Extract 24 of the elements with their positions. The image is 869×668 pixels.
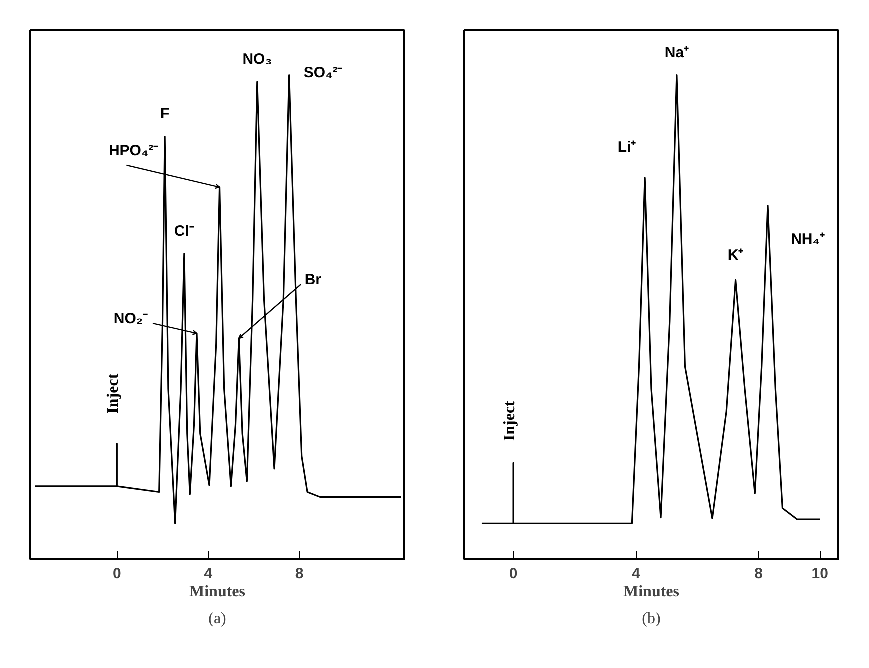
x-tick-label: 4 xyxy=(204,566,214,582)
x-tick-label: 8 xyxy=(295,566,304,582)
x-axis-title: Minutes xyxy=(624,584,680,600)
x-tick-label: 0 xyxy=(509,566,518,582)
x-tick-label: 10 xyxy=(812,566,828,582)
annotation: Na⁺ xyxy=(664,44,690,62)
annotation: F xyxy=(160,106,170,123)
text: (a) xyxy=(208,610,226,628)
annotation: Inject xyxy=(502,400,519,442)
x-axis-title: Minutes xyxy=(190,584,246,600)
annotation: HPO₄²⁻ xyxy=(108,142,159,160)
annotation: Li⁺ xyxy=(618,138,636,156)
annotation: NO₃ xyxy=(242,51,272,68)
text: (b) xyxy=(642,610,661,628)
annotation: SO₄²⁻ xyxy=(304,64,343,82)
annotation: Cl⁻ xyxy=(174,222,194,240)
annotation: NO₂⁻ xyxy=(114,310,148,328)
annotation: Br xyxy=(304,271,322,288)
annotation: Inject xyxy=(105,373,122,414)
annotation: K⁺ xyxy=(728,247,744,264)
x-tick-label: 8 xyxy=(754,566,763,582)
annotation: NH₄⁺ xyxy=(791,230,825,248)
x-tick-label: 4 xyxy=(632,566,641,582)
x-tick-label: 0 xyxy=(112,566,122,582)
